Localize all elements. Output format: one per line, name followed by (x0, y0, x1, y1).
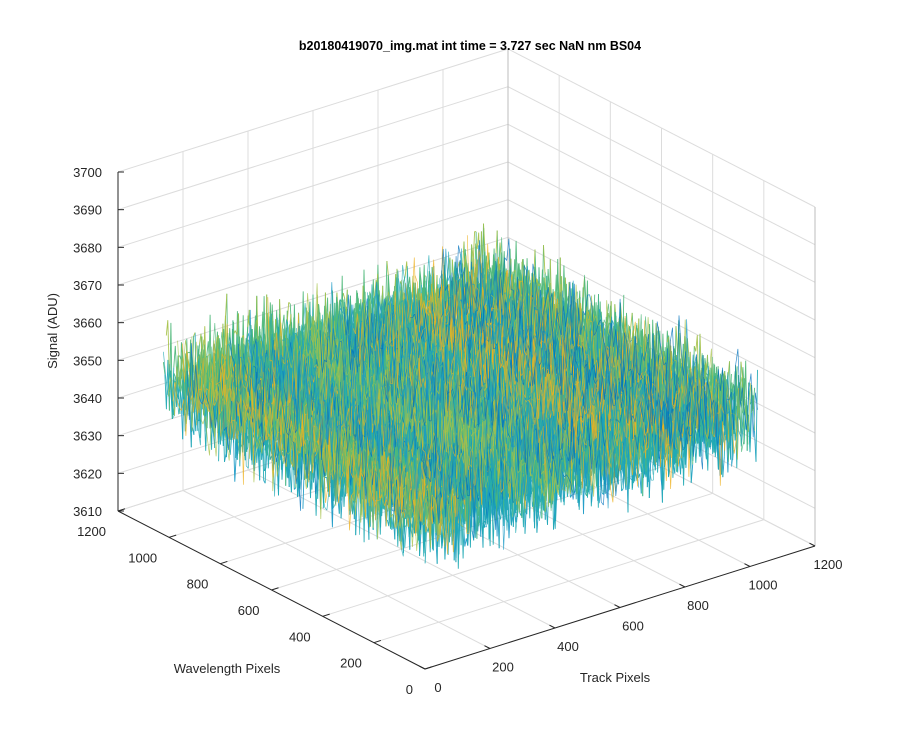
x-axis-label: Track Pixels (580, 670, 651, 685)
x-tick-mark (484, 645, 491, 649)
back-wall-gridline-horizontal (117, 161, 509, 286)
x-tick-mark (679, 583, 686, 588)
y-tick-mark (424, 666, 433, 670)
x-tick-mark (419, 665, 426, 670)
z-tick-label: 3680 (73, 240, 102, 255)
z-tick-label: 3690 (73, 203, 102, 218)
x-tick-label: 200 (492, 660, 514, 675)
z-tick-label: 3630 (73, 429, 102, 444)
z-tick-label: 3700 (73, 165, 102, 180)
z-tick-label: 3610 (73, 504, 102, 519)
y-tick-mark (322, 613, 330, 617)
y-tick-label: 0 (406, 682, 413, 697)
y-tick-mark (271, 587, 279, 591)
side-wall-gridline-horizontal (507, 123, 816, 283)
back-wall-gridline-horizontal (117, 199, 509, 324)
x-tick-label: 0 (434, 680, 441, 695)
floor-gridline-y (322, 492, 713, 617)
x-tick-mark (549, 624, 556, 629)
y-tick-mark (373, 639, 382, 644)
z-tick-label: 3650 (73, 353, 102, 368)
chart-title: b20180419070_img.mat int time = 3.727 se… (299, 39, 641, 53)
side-wall-gridline-horizontal (507, 199, 816, 359)
surface-layer (162, 223, 758, 569)
z-axis-label: Signal (ADU) (45, 293, 60, 369)
surface-row-segment (165, 230, 498, 373)
z-tick-label: 3640 (73, 391, 102, 406)
x-tick-label: 600 (622, 619, 644, 634)
y-tick-label: 200 (340, 656, 362, 671)
x-tick-mark (809, 542, 816, 547)
back-wall-gridline-horizontal (117, 48, 509, 173)
side-wall-gridline-horizontal (507, 48, 816, 208)
surface-row-segment (435, 430, 757, 564)
y-tick-label: 800 (187, 577, 209, 592)
text-layer: 0 200 400 600 800 1000 1200 0 200 400 600 800 1000 12… (45, 39, 842, 697)
side-wall-gridline-horizontal (507, 161, 816, 321)
x-tick-mark (744, 563, 751, 567)
x-tick-label: 400 (557, 639, 579, 654)
x-tick-mark (614, 604, 621, 608)
back-wall-gridline-horizontal (117, 86, 509, 211)
z-tick-label: 3670 (73, 278, 102, 293)
y-tick-label: 600 (238, 603, 260, 618)
axis-layer (117, 171, 816, 670)
y-tick-label: 1200 (77, 524, 106, 539)
y-tick-label: 400 (289, 629, 311, 644)
x-tick-label: 1200 (814, 557, 843, 572)
y-tick-mark (220, 560, 228, 565)
back-wall-gridline-horizontal (117, 123, 509, 248)
x-tick-label: 800 (687, 598, 709, 613)
y-tick-label: 1000 (128, 550, 157, 565)
side-wall-gridline-horizontal (507, 236, 816, 396)
side-wall-gridline-horizontal (507, 86, 816, 246)
y-tick-mark (169, 534, 177, 538)
y-axis-label: Wavelength Pixels (174, 661, 281, 676)
z-tick-label: 3660 (73, 316, 102, 331)
surface-row-segment (256, 242, 502, 351)
surface-column-segment (495, 238, 758, 438)
z-tick-label: 3620 (73, 466, 102, 481)
x-tick-label: 1000 (749, 578, 778, 593)
floor-gridline-y (373, 519, 764, 644)
